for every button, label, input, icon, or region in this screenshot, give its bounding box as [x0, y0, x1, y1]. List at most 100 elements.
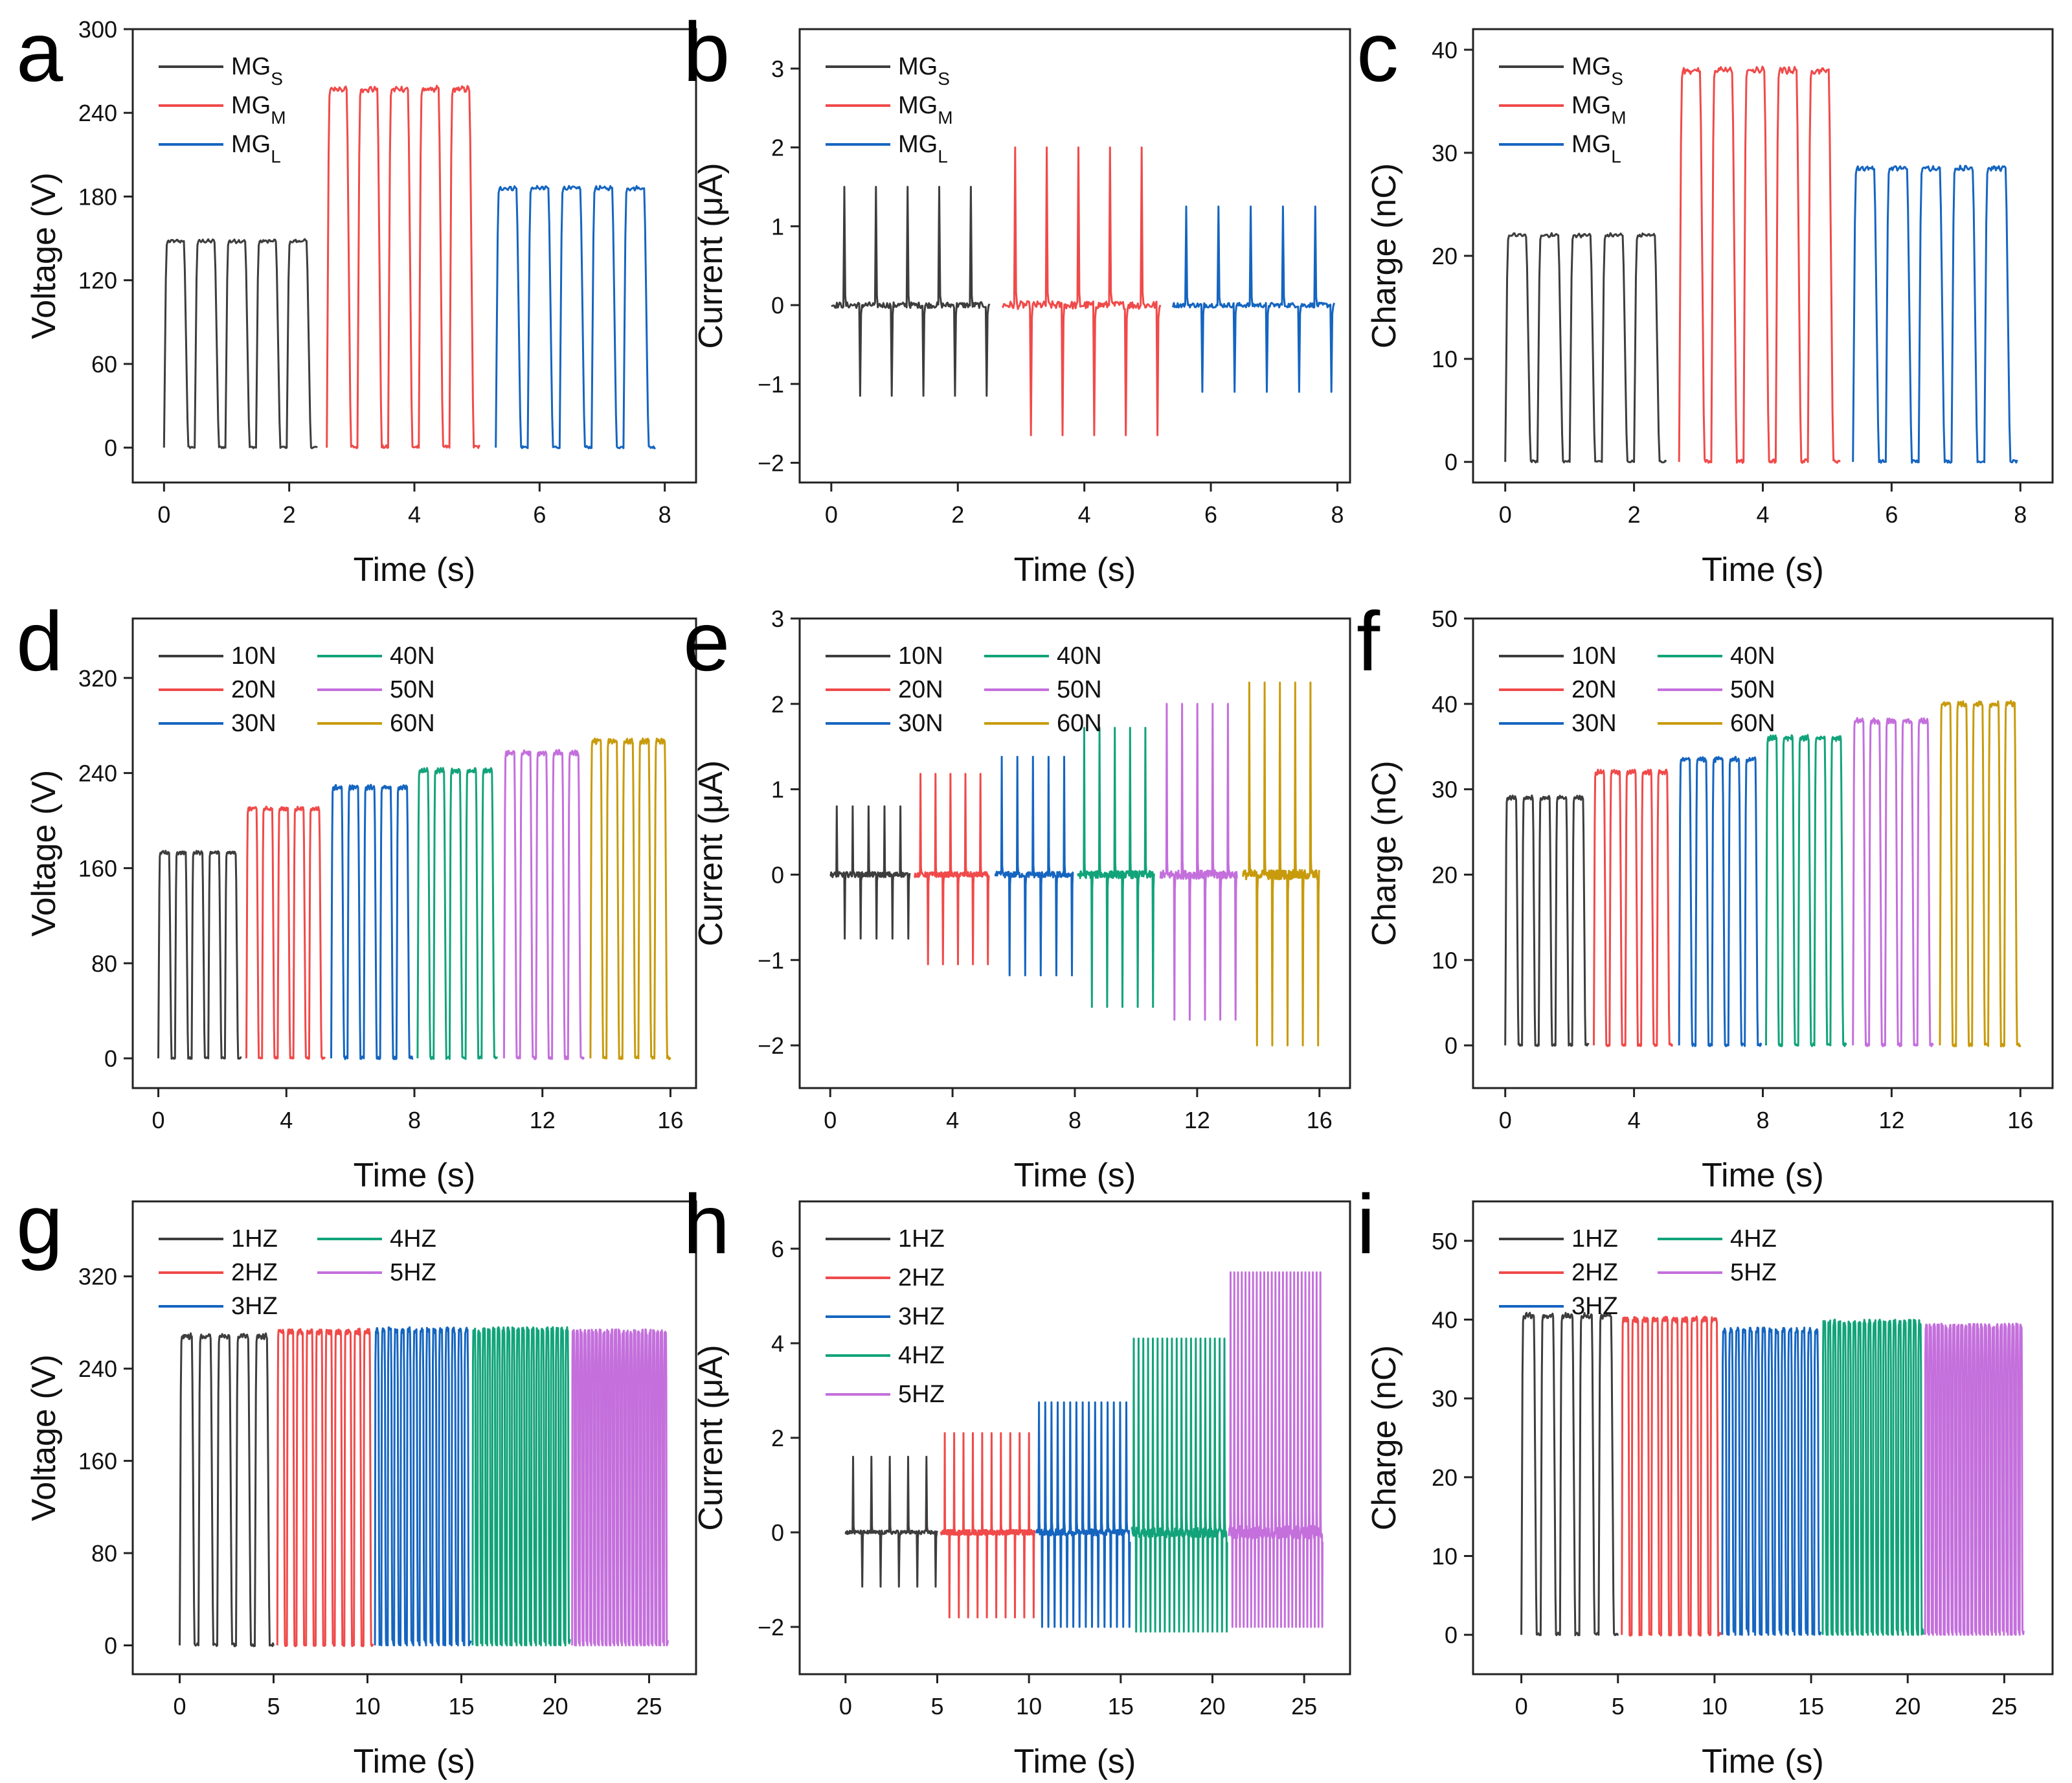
x-tick-label: 0	[1515, 1693, 1528, 1720]
x-tick-label: 20	[542, 1693, 568, 1720]
y-tick-label: 180	[78, 183, 117, 210]
y-tick-label: 20	[1432, 861, 1458, 888]
y-tick-label: 1	[771, 777, 784, 803]
x-tick-label: 4	[280, 1107, 293, 1133]
y-tick-label: −2	[758, 1614, 784, 1641]
x-tick-label: 10	[1016, 1693, 1042, 1720]
legend-label: 60N	[390, 710, 435, 737]
legend-label: MGM	[898, 92, 953, 128]
panel-letter: d	[16, 594, 63, 688]
legend-label: 40N	[1730, 642, 1775, 670]
panel-f: 0 4 8 12 16 0 10 20 30 40 50 Time (s) Charge (nC) f 10…	[1357, 594, 2054, 1194]
series-line-5hz	[1924, 1323, 2025, 1636]
series-line-1hz	[179, 1332, 275, 1648]
traces	[163, 84, 657, 449]
y-tick-label: 3	[771, 606, 784, 632]
y-axis-title: Current (μA)	[692, 760, 730, 946]
series-line-mg-m	[1002, 146, 1162, 437]
y-tick-label: 40	[1432, 37, 1458, 63]
y-tick-label: 30	[1432, 140, 1458, 166]
traces	[844, 1271, 1323, 1633]
legend-label: 4HZ	[390, 1225, 436, 1253]
legend-label: 10N	[231, 642, 276, 670]
panel-letter: a	[16, 5, 63, 99]
x-tick-label: 16	[1307, 1107, 1333, 1133]
y-tick-label: 0	[771, 861, 784, 888]
legend-label: 3HZ	[1571, 1293, 1618, 1320]
series-line-mg-s	[163, 238, 318, 449]
x-tick-label: 10	[354, 1693, 380, 1720]
x-tick-label: 8	[1756, 1107, 1769, 1133]
x-axis-title: Time (s)	[1014, 1157, 1136, 1194]
series-line-30n	[994, 756, 1074, 977]
y-axis-title: Voltage (V)	[25, 1354, 63, 1521]
x-tick-label: 6	[1204, 501, 1217, 528]
y-tick-label: 0	[104, 1045, 117, 1072]
x-axis-title: Time (s)	[1014, 1743, 1136, 1780]
legend-label: 20N	[231, 676, 276, 703]
series-line-50n	[1852, 717, 1934, 1047]
y-tick-label: 30	[1432, 777, 1458, 803]
series-line-40n	[416, 767, 499, 1060]
legend: 10N 20N 30N 40N 50N 60N	[1499, 642, 1775, 737]
x-tick-label: 2	[951, 501, 964, 528]
traces	[179, 1326, 669, 1648]
legend: 1HZ 2HZ 3HZ 4HZ 5HZ	[159, 1225, 436, 1320]
legend-label: 1HZ	[231, 1225, 278, 1253]
plot-frame	[1472, 28, 2054, 484]
panel-letter: h	[683, 1177, 730, 1271]
series-line-50n	[1159, 703, 1238, 1021]
x-tick-label: 0	[825, 501, 838, 528]
series-line-2hz	[276, 1327, 374, 1648]
series-line-3hz	[1721, 1326, 1822, 1636]
x-tick-label: 4	[1756, 501, 1769, 528]
legend: 1HZ 2HZ 3HZ 4HZ 5HZ	[826, 1225, 945, 1408]
x-tick-label: 0	[173, 1693, 186, 1720]
y-tick-label: 4	[771, 1330, 784, 1357]
x-axis-title: Time (s)	[1014, 551, 1136, 589]
x-axis-title: Time (s)	[354, 1743, 476, 1780]
legend-label: 40N	[390, 642, 435, 670]
legend: 10N 20N 30N 40N 50N 60N	[159, 642, 435, 737]
legend-label: 5HZ	[1730, 1259, 1777, 1286]
y-axis-title: Voltage (V)	[25, 172, 63, 339]
x-tick-label: 25	[1991, 1693, 2017, 1720]
series-line-30n	[330, 784, 414, 1060]
y-tick-label: 80	[91, 1540, 117, 1567]
series-line-60n	[589, 737, 671, 1060]
legend-label: 10N	[898, 642, 943, 670]
y-tick-label: 10	[1432, 947, 1458, 973]
series-line-mg-s	[831, 186, 991, 397]
series-line-4hz	[1821, 1319, 1924, 1636]
y-tick-label: 320	[78, 665, 117, 692]
y-tick-label: 240	[78, 100, 117, 126]
y-tick-label: 0	[771, 292, 784, 319]
y-axis-title: Voltage (V)	[25, 770, 63, 937]
series-line-5hz	[571, 1328, 669, 1646]
y-tick-label: 160	[78, 855, 117, 881]
legend-label: MGL	[231, 131, 281, 166]
x-tick-label: 4	[1628, 1107, 1641, 1133]
y-tick-label: 320	[78, 1264, 117, 1290]
legend-label: 2HZ	[1571, 1259, 1618, 1286]
series-line-50n	[502, 749, 585, 1060]
legend-label: 10N	[1571, 642, 1617, 670]
y-tick-label: 30	[1432, 1385, 1458, 1412]
y-tick-label: 160	[78, 1448, 117, 1475]
x-tick-label: 4	[408, 501, 421, 528]
series-line-2hz	[940, 1432, 1036, 1618]
x-tick-label: 0	[157, 501, 170, 528]
series-line-10n	[157, 850, 242, 1060]
legend-label: MGL	[1571, 131, 1621, 166]
series-line-mg-l	[1171, 205, 1336, 393]
y-axis-title: Current (μA)	[692, 163, 730, 348]
panel-g: 0 5 10 15 20 25 0 80 160 240 320 Time (s) Voltage (V…	[16, 1177, 697, 1780]
series-line-3hz	[1035, 1401, 1131, 1628]
legend-label: MGS	[231, 53, 283, 89]
y-tick-label: 50	[1432, 606, 1458, 632]
legend-label: 5HZ	[898, 1381, 945, 1408]
panel-a: 0 2 4 6 8 0 60 120 180 240 300 Time (s) Voltage (V) a…	[16, 5, 697, 589]
